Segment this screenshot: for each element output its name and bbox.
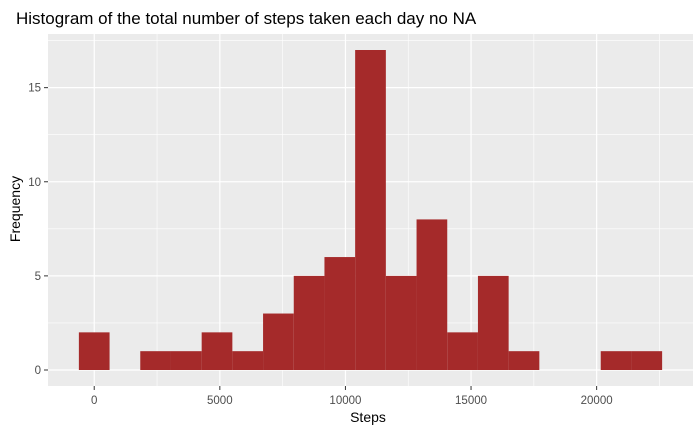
histogram-bar <box>600 351 632 370</box>
y-axis-title: Frequency <box>7 176 23 242</box>
histogram-bar <box>293 275 325 370</box>
histogram-bar <box>631 351 663 370</box>
chart-title: Histogram of the total number of steps t… <box>16 9 477 28</box>
histogram-bar <box>477 275 509 370</box>
x-tick-label: 10000 <box>329 395 361 407</box>
y-tick-label: 0 <box>35 365 41 377</box>
axis-ticks <box>44 87 598 390</box>
histogram-bar <box>355 50 386 370</box>
histogram-bar <box>201 332 233 370</box>
histogram-bars <box>78 50 663 370</box>
y-tick-label: 5 <box>35 271 41 283</box>
histogram-bar <box>416 219 448 370</box>
histogram-bar <box>324 257 356 370</box>
x-tick-label: 0 <box>91 395 97 407</box>
histogram-bar <box>232 351 264 370</box>
y-tick-label: 15 <box>28 83 41 95</box>
histogram-bar <box>447 332 478 370</box>
y-tick-label: 10 <box>28 177 41 189</box>
x-tick-label: 20000 <box>581 395 613 407</box>
histogram-bar <box>78 332 110 370</box>
x-axis-title: Steps <box>350 409 386 425</box>
histogram-bar <box>508 351 540 370</box>
x-tick-labels: 0 5000 10000 15000 20000 <box>91 395 613 407</box>
y-tick-labels: 0 5 10 15 <box>28 83 41 377</box>
histogram-bar <box>170 351 202 370</box>
x-tick-label: 5000 <box>207 395 233 407</box>
histogram-bar <box>140 351 171 370</box>
histogram-bar <box>385 275 417 370</box>
histogram-bar <box>263 313 294 370</box>
x-tick-label: 15000 <box>455 395 487 407</box>
